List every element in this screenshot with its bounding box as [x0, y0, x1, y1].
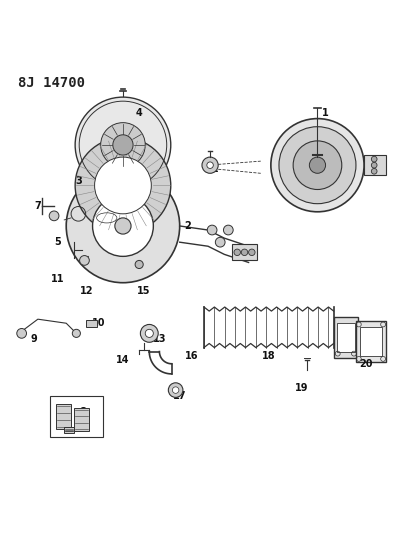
Circle shape: [293, 141, 342, 190]
Text: 5: 5: [55, 237, 62, 247]
Text: 9: 9: [31, 334, 37, 344]
Circle shape: [72, 329, 80, 337]
Circle shape: [49, 211, 59, 221]
Circle shape: [113, 135, 133, 155]
Circle shape: [279, 127, 356, 204]
Text: 15: 15: [136, 286, 150, 296]
Circle shape: [135, 261, 143, 269]
Circle shape: [248, 249, 255, 255]
Bar: [73, 408, 89, 431]
Text: 8J 14700: 8J 14700: [18, 76, 84, 90]
Bar: [56, 404, 71, 429]
Bar: [86, 320, 97, 327]
Circle shape: [115, 218, 131, 234]
Circle shape: [173, 387, 179, 393]
Text: 7: 7: [35, 201, 41, 211]
Circle shape: [234, 249, 240, 255]
Bar: [233, 244, 257, 261]
Text: 19: 19: [295, 383, 308, 393]
Text: 8: 8: [79, 407, 86, 417]
Text: 3: 3: [75, 176, 82, 187]
Circle shape: [371, 163, 377, 168]
Text: 1: 1: [322, 108, 329, 117]
Circle shape: [207, 162, 213, 168]
Circle shape: [371, 156, 377, 162]
Text: 11: 11: [51, 273, 65, 284]
Text: 18: 18: [262, 351, 276, 361]
Circle shape: [309, 157, 326, 173]
Bar: [64, 427, 74, 433]
Circle shape: [66, 169, 180, 282]
Circle shape: [101, 123, 145, 167]
Text: 4: 4: [136, 108, 142, 117]
Circle shape: [17, 328, 27, 338]
Circle shape: [93, 196, 153, 256]
Bar: [337, 323, 355, 352]
Text: 10: 10: [92, 318, 105, 328]
Text: 13: 13: [153, 334, 166, 344]
Text: 12: 12: [80, 286, 93, 296]
Text: 21: 21: [205, 164, 219, 174]
Circle shape: [371, 168, 377, 174]
Circle shape: [145, 329, 153, 337]
Circle shape: [202, 157, 218, 173]
Text: 20: 20: [359, 359, 373, 369]
Text: 16: 16: [185, 351, 199, 361]
Bar: [50, 396, 103, 437]
Circle shape: [271, 119, 364, 212]
Text: 2: 2: [184, 221, 191, 231]
Circle shape: [75, 97, 171, 193]
Circle shape: [207, 225, 217, 235]
Circle shape: [215, 237, 225, 247]
Circle shape: [95, 157, 151, 214]
Circle shape: [80, 255, 89, 265]
Text: 14: 14: [116, 354, 130, 365]
Text: 17: 17: [173, 391, 186, 401]
Bar: [334, 317, 358, 358]
Circle shape: [224, 225, 233, 235]
Bar: [356, 321, 386, 362]
Circle shape: [241, 249, 248, 255]
Circle shape: [169, 383, 183, 398]
Circle shape: [140, 325, 158, 342]
Circle shape: [75, 138, 171, 233]
Bar: [360, 327, 382, 356]
Bar: [364, 155, 386, 175]
